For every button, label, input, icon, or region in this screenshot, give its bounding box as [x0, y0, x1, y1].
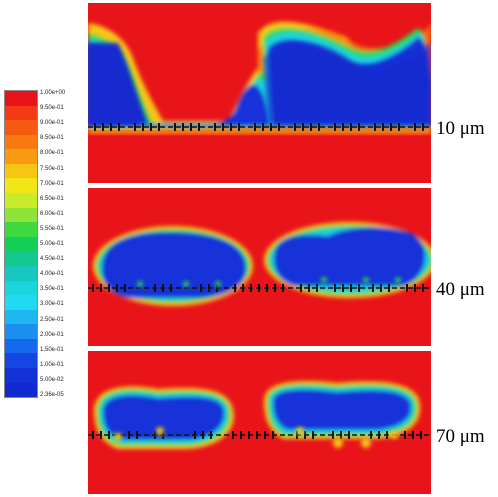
color-scale-tick-label: 8.50e-01 — [40, 135, 64, 142]
color-step — [5, 178, 37, 194]
contour-plot-70um — [88, 351, 431, 494]
color-scale-tick-label: 7.50e-01 — [40, 165, 64, 172]
color-step — [5, 163, 37, 179]
contour-plot-10um — [88, 3, 431, 183]
color-scale-tick-label: 6.00e-01 — [40, 210, 64, 217]
color-step — [5, 207, 37, 223]
color-step — [5, 251, 37, 266]
color-scale-tick-label: 4.00e-01 — [40, 271, 64, 278]
color-scale-tick-label: 3.00e-01 — [40, 301, 64, 308]
color-scale-tick-label: 9.00e-01 — [40, 120, 64, 127]
color-step — [5, 353, 37, 368]
color-scale-tick-label: 3.50e-01 — [40, 286, 64, 293]
color-scale-bar — [4, 90, 38, 398]
color-step — [5, 193, 37, 208]
color-scale-tick-label: 5.00e-02 — [40, 376, 64, 383]
contour-panel-70um — [88, 351, 431, 494]
color-step — [5, 295, 37, 310]
color-step — [5, 280, 37, 296]
color-scale-tick-label: 1.50e-01 — [40, 346, 64, 353]
color-scale-tick-label: 1.00e-01 — [40, 361, 64, 368]
color-step — [5, 309, 37, 325]
color-scale-legend: 1.00e+00 9.50e-01 9.00e-01 8.50e-01 8.00e-01… — [4, 90, 65, 400]
color-step — [5, 134, 37, 150]
color-step — [5, 91, 37, 106]
color-scale-tick-label: 2.36e-05 — [40, 392, 64, 398]
color-scale-tick-label: 5.00e-01 — [40, 241, 64, 247]
color-step — [5, 222, 37, 237]
caption-40um: 40 μm — [436, 279, 485, 300]
color-scale-tick-label: 7.00e-01 — [40, 180, 64, 187]
color-scale-tick-label: 9.50e-01 — [40, 105, 64, 112]
color-scale-tick-label: 2.00e-01 — [40, 331, 64, 338]
color-scale-tick-label: 1.00e+00 — [40, 90, 66, 96]
color-scale-tick-label: 8.00e-01 — [40, 150, 64, 157]
caption-10um: 10 μm — [436, 118, 485, 139]
color-step — [5, 367, 37, 383]
color-scale-tick-label: 2.50e-01 — [40, 316, 64, 323]
caption-70um: 70 μm — [436, 426, 485, 447]
color-scale-tick-label: 4.50e-01 — [40, 256, 64, 263]
color-step — [5, 236, 37, 252]
color-step — [5, 105, 37, 121]
color-step — [5, 265, 37, 281]
color-scale-tick-label: 5.50e-01 — [40, 225, 64, 232]
contour-panel-10um — [88, 3, 431, 183]
color-step — [5, 338, 37, 354]
color-scale-tick-label: 6.50e-01 — [40, 195, 64, 202]
color-step — [5, 382, 37, 398]
color-step — [5, 149, 37, 164]
color-step — [5, 324, 37, 339]
color-step — [5, 120, 37, 135]
contour-panel-40um — [88, 188, 431, 346]
contour-plot-40um — [88, 188, 431, 346]
